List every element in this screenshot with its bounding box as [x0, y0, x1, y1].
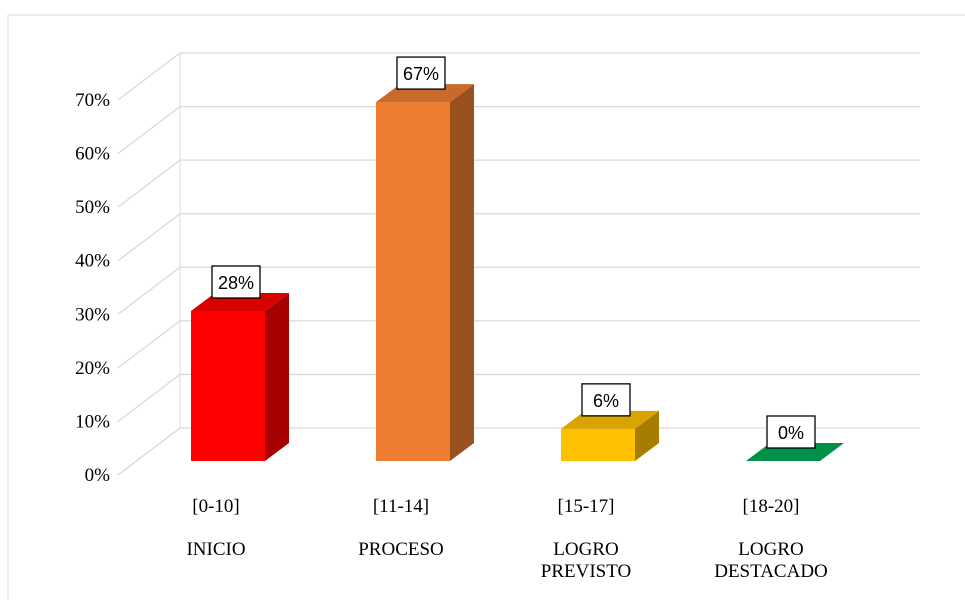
grid-line [117, 320, 920, 369]
y-tick-label: 50% [75, 197, 110, 218]
value-label-box [766, 415, 816, 449]
grid-line [117, 52, 920, 101]
bar-front [561, 428, 635, 461]
x-sublabel-line: LOGRO [553, 539, 618, 560]
value-label-box [396, 56, 446, 90]
y-tick-label: 0% [85, 465, 111, 486]
x-sublabel: LOGRO DESTACADO [714, 539, 828, 582]
bar [191, 293, 289, 461]
y-tick-label: 40% [75, 251, 110, 272]
x-tick-label: [0-10] [192, 496, 239, 517]
value-label-box [581, 383, 631, 417]
bar-side [265, 293, 289, 461]
value-label: 28% [218, 273, 254, 293]
x-sublabel: PROCESO [358, 539, 444, 560]
bar-side [450, 84, 474, 462]
grid-line [117, 105, 920, 155]
x-sublabel-line: DESTACADO [714, 561, 828, 582]
value-label: 67% [403, 64, 439, 84]
y-tick-label: 20% [75, 358, 110, 379]
value-label: 6% [593, 391, 619, 411]
x-sublabel: LOGRO PREVISTO [541, 539, 631, 582]
x-tick-label: [18-20] [743, 496, 800, 517]
grid-line [117, 159, 920, 208]
chart-border [7, 14, 965, 600]
y-tick-label: 30% [75, 304, 110, 325]
grid-line [117, 427, 920, 476]
grid-line [117, 213, 920, 262]
y-tick-label: 70% [75, 90, 110, 111]
bar-front [191, 311, 265, 461]
x-tick-label: [15-17] [558, 496, 615, 517]
bar [376, 84, 474, 462]
x-sublabel-line: LOGRO [738, 539, 803, 560]
y-tick-label: 10% [75, 411, 110, 432]
bar [561, 410, 659, 461]
y-tick-label: 60% [75, 144, 110, 165]
bar-front [376, 102, 450, 462]
x-tick-label: [11-14] [373, 496, 429, 517]
x-sublabel: INICIO [186, 539, 245, 560]
grid-line [117, 373, 920, 422]
value-label-box [211, 265, 261, 299]
grid-line [117, 266, 920, 315]
value-label: 0% [778, 423, 804, 443]
bar-side [635, 410, 659, 461]
x-sublabel-line: PREVISTO [541, 561, 631, 582]
